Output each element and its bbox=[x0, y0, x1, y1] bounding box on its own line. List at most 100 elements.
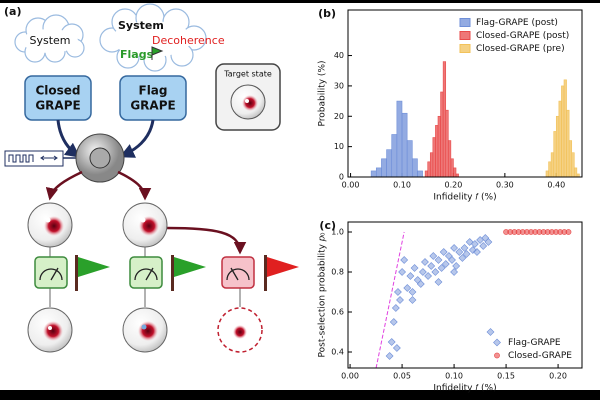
legend-label: Closed-GRAPE bbox=[508, 351, 572, 361]
point bbox=[418, 268, 427, 276]
legend-label: Flag-GRAPE bbox=[508, 338, 561, 348]
point bbox=[484, 238, 493, 246]
diagram: (a) System System Decoherence Flags Clos… bbox=[4, 3, 299, 353]
point bbox=[393, 288, 402, 296]
point bbox=[486, 328, 495, 336]
x-tick-label: 0.20 bbox=[549, 372, 567, 381]
x-axis-label: Infidelity 𝑓 (%) bbox=[433, 193, 496, 203]
state-blob bbox=[242, 95, 258, 111]
point bbox=[385, 352, 394, 360]
point bbox=[437, 264, 446, 272]
y-axis-label: Probability (%) bbox=[318, 60, 328, 126]
axes-frame bbox=[347, 9, 583, 178]
reference-line bbox=[375, 231, 405, 369]
plot-area bbox=[370, 61, 580, 178]
bar bbox=[447, 140, 452, 178]
flag-icon bbox=[151, 46, 164, 60]
point bbox=[416, 280, 425, 288]
bar bbox=[450, 158, 454, 178]
legend-swatch bbox=[459, 18, 471, 27]
point bbox=[460, 244, 469, 252]
cloud-text: Flags bbox=[120, 48, 154, 61]
legend-marker bbox=[493, 338, 501, 347]
point bbox=[408, 288, 417, 296]
x-tick-label: 0.30 bbox=[496, 181, 514, 190]
box-label: GRAPE bbox=[35, 99, 80, 113]
point bbox=[392, 344, 401, 352]
point bbox=[396, 296, 404, 304]
arrow bbox=[166, 226, 247, 255]
x-tick-label: 0.15 bbox=[497, 372, 515, 381]
y-tick-label: 1.0 bbox=[331, 228, 344, 237]
bar bbox=[391, 134, 398, 178]
bar bbox=[573, 167, 578, 178]
legend-marker bbox=[494, 352, 500, 359]
bar bbox=[381, 158, 387, 178]
point bbox=[455, 248, 464, 256]
legend-label: Closed-GRAPE (pre) bbox=[476, 44, 565, 54]
axes-frame bbox=[347, 221, 583, 369]
bar bbox=[417, 170, 423, 178]
point bbox=[389, 318, 398, 326]
bar bbox=[406, 140, 413, 178]
bar bbox=[558, 100, 562, 178]
point bbox=[470, 240, 479, 248]
point bbox=[473, 248, 481, 256]
x-tick-label: 0.10 bbox=[393, 181, 411, 190]
point bbox=[400, 256, 409, 264]
bar bbox=[375, 167, 382, 178]
point bbox=[462, 250, 471, 258]
point bbox=[421, 258, 429, 266]
bar bbox=[550, 152, 555, 178]
point bbox=[434, 256, 443, 264]
x-tick-label: 0.10 bbox=[445, 372, 463, 381]
panel-label: (a) bbox=[4, 5, 21, 18]
cloud-label: System bbox=[29, 34, 70, 47]
bar bbox=[545, 170, 549, 178]
bar bbox=[566, 109, 570, 178]
point bbox=[450, 244, 459, 252]
bar bbox=[432, 137, 436, 178]
bar bbox=[553, 131, 557, 178]
x-tick-label: 0.05 bbox=[393, 372, 411, 381]
box-label: Closed bbox=[35, 84, 80, 98]
flags bbox=[75, 255, 299, 291]
panel-label: (c) bbox=[319, 219, 336, 232]
legend-label: Flag-GRAPE (post) bbox=[476, 18, 558, 28]
panel-label: (b) bbox=[318, 7, 336, 20]
bar bbox=[442, 61, 447, 178]
cloud bbox=[99, 3, 207, 72]
bar bbox=[445, 109, 449, 178]
x-axis-label: Infidelity 𝑓 (%) bbox=[433, 384, 496, 394]
arrow bbox=[117, 170, 152, 201]
point bbox=[406, 272, 415, 280]
arrow bbox=[45, 170, 83, 201]
y-tick-label: 20 bbox=[334, 112, 344, 121]
bar bbox=[370, 170, 377, 178]
evolution-core bbox=[89, 147, 111, 169]
bar bbox=[435, 125, 439, 178]
bar bbox=[453, 167, 457, 178]
point bbox=[403, 284, 412, 292]
point bbox=[434, 278, 443, 286]
cloud bbox=[14, 14, 85, 63]
plot-area bbox=[375, 229, 572, 369]
bar bbox=[401, 112, 408, 178]
legend-swatch bbox=[459, 31, 471, 40]
states bbox=[27, 202, 263, 353]
bar bbox=[396, 100, 403, 178]
x-tick-label: 0.20 bbox=[445, 181, 463, 190]
x-tick-label: 0.00 bbox=[342, 181, 360, 190]
point bbox=[439, 248, 448, 256]
meters bbox=[34, 256, 255, 289]
point bbox=[441, 260, 450, 268]
point bbox=[424, 272, 433, 280]
point bbox=[479, 242, 488, 250]
bar bbox=[555, 115, 560, 178]
pulse bbox=[8, 154, 58, 163]
point bbox=[431, 268, 440, 276]
legend-label: Closed-GRAPE (post) bbox=[476, 31, 569, 41]
bar bbox=[440, 91, 444, 178]
bar bbox=[561, 85, 565, 178]
